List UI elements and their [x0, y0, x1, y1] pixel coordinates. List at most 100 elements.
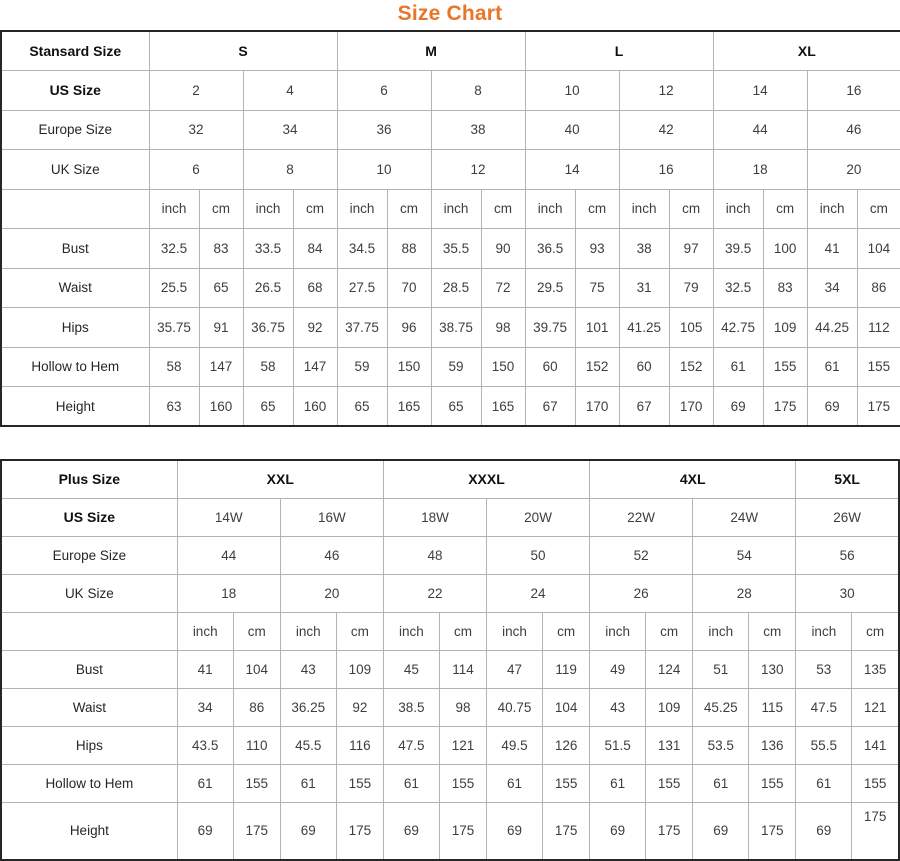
size-value-cell: 18 [712, 149, 808, 190]
unit-header-cell: inch [589, 611, 647, 651]
measure-value-cell: 61 [176, 763, 234, 803]
measure-value-cell: 160 [292, 386, 338, 427]
measure-value-cell: 83 [198, 228, 244, 269]
measure-value-cell: 43 [589, 687, 647, 727]
size-value-cell: 2 [148, 70, 244, 111]
size-value-cell: 18 [176, 573, 281, 613]
row-label: US Size [0, 497, 178, 537]
measure-value-cell: 93 [574, 228, 620, 269]
size-value-cell: 20 [806, 149, 900, 190]
row-label: Waist [0, 687, 178, 727]
measure-value-cell: 109 [762, 307, 808, 348]
unit-header-cell: cm [668, 188, 714, 229]
unit-header-cell: cm [574, 188, 620, 229]
measure-value-cell: 155 [542, 763, 591, 803]
unit-header-cell: cm [335, 611, 384, 651]
measure-value-cell: 114 [438, 649, 488, 689]
measure-value-cell: 40.75 [485, 687, 544, 727]
size-group-header: S [148, 30, 338, 71]
measure-value-cell: 34.5 [336, 228, 388, 269]
measure-value-cell: 36.75 [242, 307, 294, 348]
unit-header-cell: cm [851, 611, 900, 651]
measure-value-cell: 42.75 [712, 307, 764, 348]
measure-value-cell: 175 [748, 801, 797, 861]
measure-value-cell: 130 [748, 649, 797, 689]
measure-value-cell: 152 [668, 346, 714, 387]
measure-value-cell: 112 [856, 307, 900, 348]
measure-value-cell: 69 [485, 801, 544, 861]
measure-value-cell: 43.5 [176, 725, 234, 765]
measure-value-cell: 155 [645, 763, 694, 803]
unit-header-cell: inch [279, 611, 337, 651]
row-label: Height [0, 801, 178, 861]
unit-header-cell: cm [386, 188, 432, 229]
size-group-header: 4XL [589, 459, 797, 499]
size-value-cell: 24 [485, 573, 591, 613]
row-label: UK Size [0, 149, 150, 190]
measure-value-cell: 155 [232, 763, 281, 803]
measure-value-cell: 44.25 [806, 307, 858, 348]
measure-value-cell: 88 [386, 228, 432, 269]
size-value-cell: 30 [795, 573, 900, 613]
measure-value-cell: 32.5 [712, 267, 764, 308]
measure-value-cell: 147 [292, 346, 338, 387]
measure-value-cell: 53 [795, 649, 853, 689]
measure-value-cell: 36.5 [524, 228, 576, 269]
row-label: Hips [0, 307, 150, 348]
measure-value-cell: 110 [232, 725, 281, 765]
measure-value-cell: 155 [335, 763, 384, 803]
unit-header-cell: inch [795, 611, 853, 651]
unit-header-cell: inch [524, 188, 576, 229]
unit-header-cell: inch [806, 188, 858, 229]
size-value-cell: 4 [242, 70, 338, 111]
measure-value-cell: 84 [292, 228, 338, 269]
size-group-header: M [336, 30, 526, 71]
unit-header-cell: cm [748, 611, 797, 651]
measure-value-cell: 65 [430, 386, 482, 427]
measure-value-cell: 69 [795, 801, 853, 861]
size-group-header: 5XL [795, 459, 900, 499]
measure-value-cell: 55.5 [795, 725, 853, 765]
measure-value-cell: 150 [386, 346, 432, 387]
corner-label: Stansard Size [0, 30, 150, 71]
unit-header-cell: inch [430, 188, 482, 229]
unit-header-cell: inch [148, 188, 200, 229]
measure-value-cell: 31 [618, 267, 670, 308]
size-value-cell: 42 [618, 109, 714, 150]
size-value-cell: 46 [806, 109, 900, 150]
row-label: Hips [0, 725, 178, 765]
measure-value-cell: 160 [198, 386, 244, 427]
measure-value-cell: 33.5 [242, 228, 294, 269]
measure-value-cell: 119 [542, 649, 591, 689]
measure-value-cell: 67 [524, 386, 576, 427]
standard-size-table: Stansard Size S M L XL US Size 2 4 6 8 10 12 14 16 Eur… [0, 30, 900, 427]
measure-value-cell: 155 [851, 763, 900, 803]
size-value-cell: 24W [692, 497, 797, 537]
measure-value-cell: 39.75 [524, 307, 576, 348]
measure-value-cell: 131 [645, 725, 694, 765]
size-value-cell: 16 [806, 70, 900, 111]
measure-value-cell: 170 [668, 386, 714, 427]
measure-value-cell: 170 [574, 386, 620, 427]
measure-value-cell: 97 [668, 228, 714, 269]
measure-value-cell: 104 [232, 649, 281, 689]
measure-value-cell: 58 [148, 346, 200, 387]
size-value-cell: 12 [430, 149, 526, 190]
unit-header-cell: cm [762, 188, 808, 229]
measure-value-cell: 25.5 [148, 267, 200, 308]
page-title: Size Chart [397, 2, 503, 25]
row-label: Bust [0, 228, 150, 269]
measure-value-cell: 86 [856, 267, 900, 308]
measure-value-cell: 65 [198, 267, 244, 308]
measure-value-cell: 109 [335, 649, 384, 689]
size-group-header: XXL [176, 459, 384, 499]
measure-value-cell: 155 [438, 763, 488, 803]
measure-value-cell: 75 [574, 267, 620, 308]
measure-value-cell: 47 [485, 649, 544, 689]
measure-value-cell: 60 [618, 346, 670, 387]
measure-value-cell: 165 [386, 386, 432, 427]
measure-value-cell: 86 [232, 687, 281, 727]
measure-value-cell: 69 [589, 801, 647, 861]
measure-value-cell: 126 [542, 725, 591, 765]
measure-value-cell: 37.75 [336, 307, 388, 348]
